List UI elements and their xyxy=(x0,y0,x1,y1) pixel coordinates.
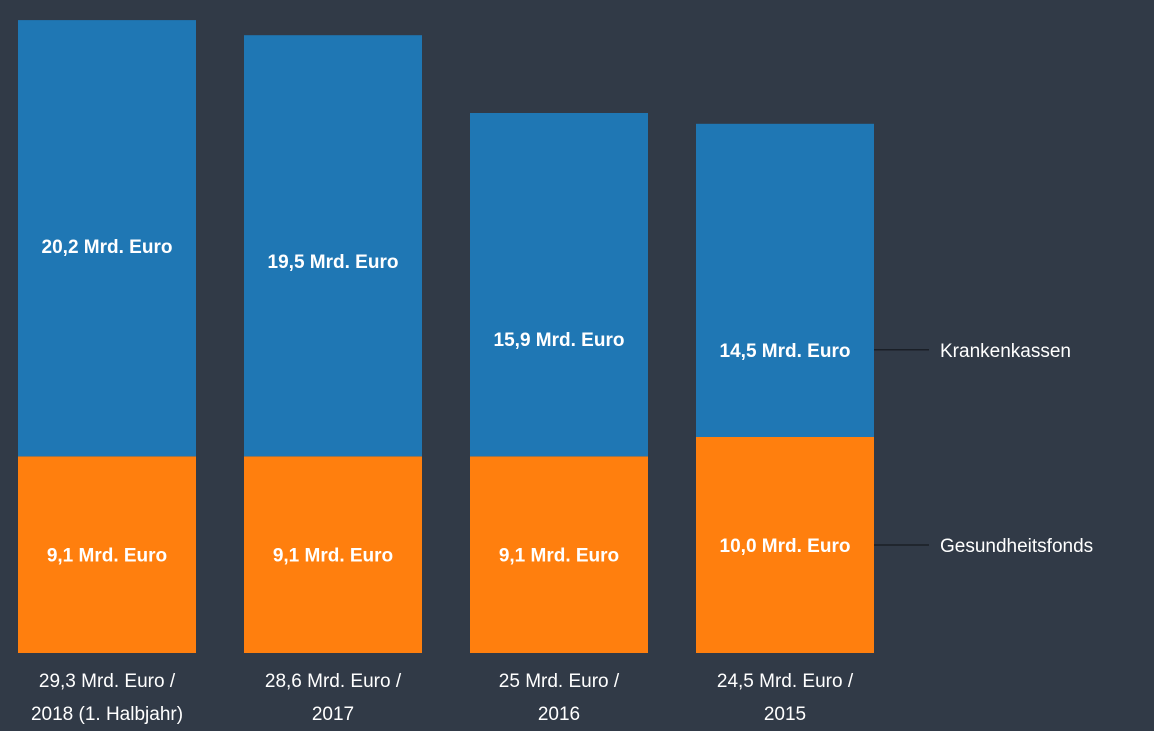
bar-krankenkassen-0 xyxy=(18,20,196,457)
value-label: 19,5 Mrd. Euro xyxy=(268,252,399,273)
value-label: 10,0 Mrd. Euro xyxy=(720,536,851,557)
value-label: 15,9 Mrd. Euro xyxy=(494,330,625,351)
category-label: 28,6 Mrd. Euro / xyxy=(265,671,402,692)
bar-gesundheitsfonds-2 xyxy=(470,456,648,653)
value-label: 9,1 Mrd. Euro xyxy=(273,546,393,567)
category-label: 2016 xyxy=(538,704,580,725)
bar-krankenkassen-1 xyxy=(244,35,422,457)
legend: Gesundheitsfonds Krankenkassen xyxy=(874,341,1093,557)
bar-gesundheitsfonds-1 xyxy=(244,456,422,653)
category-labels-group: 29,3 Mrd. Euro / 2018 (1. Halbjahr) 28,6 M… xyxy=(31,671,854,725)
category-label: 24,5 Mrd. Euro / xyxy=(717,671,854,692)
category-label: 2015 xyxy=(764,704,806,725)
bar-krankenkassen-2 xyxy=(470,113,648,457)
category-label: 2018 (1. Halbjahr) xyxy=(31,704,183,725)
category-label: 29,3 Mrd. Euro / xyxy=(39,671,176,692)
value-labels-group: 9,1 Mrd. Euro 20,2 Mrd. Euro 9,1 Mrd. Euro… xyxy=(42,237,851,567)
value-label: 9,1 Mrd. Euro xyxy=(47,546,167,567)
category-label: 25 Mrd. Euro / xyxy=(499,671,620,692)
bar-gesundheitsfonds-3 xyxy=(696,437,874,653)
value-label: 14,5 Mrd. Euro xyxy=(720,341,851,362)
bar-gesundheitsfonds-0 xyxy=(18,456,196,653)
value-label: 20,2 Mrd. Euro xyxy=(42,237,173,258)
bars-group xyxy=(18,20,874,653)
category-label: 2017 xyxy=(312,704,354,725)
legend-item-krankenkassen: Krankenkassen xyxy=(940,341,1071,362)
legend-item-gesundheitsfonds: Gesundheitsfonds xyxy=(940,536,1093,557)
value-label: 9,1 Mrd. Euro xyxy=(499,546,619,567)
bar-krankenkassen-3 xyxy=(696,123,874,438)
